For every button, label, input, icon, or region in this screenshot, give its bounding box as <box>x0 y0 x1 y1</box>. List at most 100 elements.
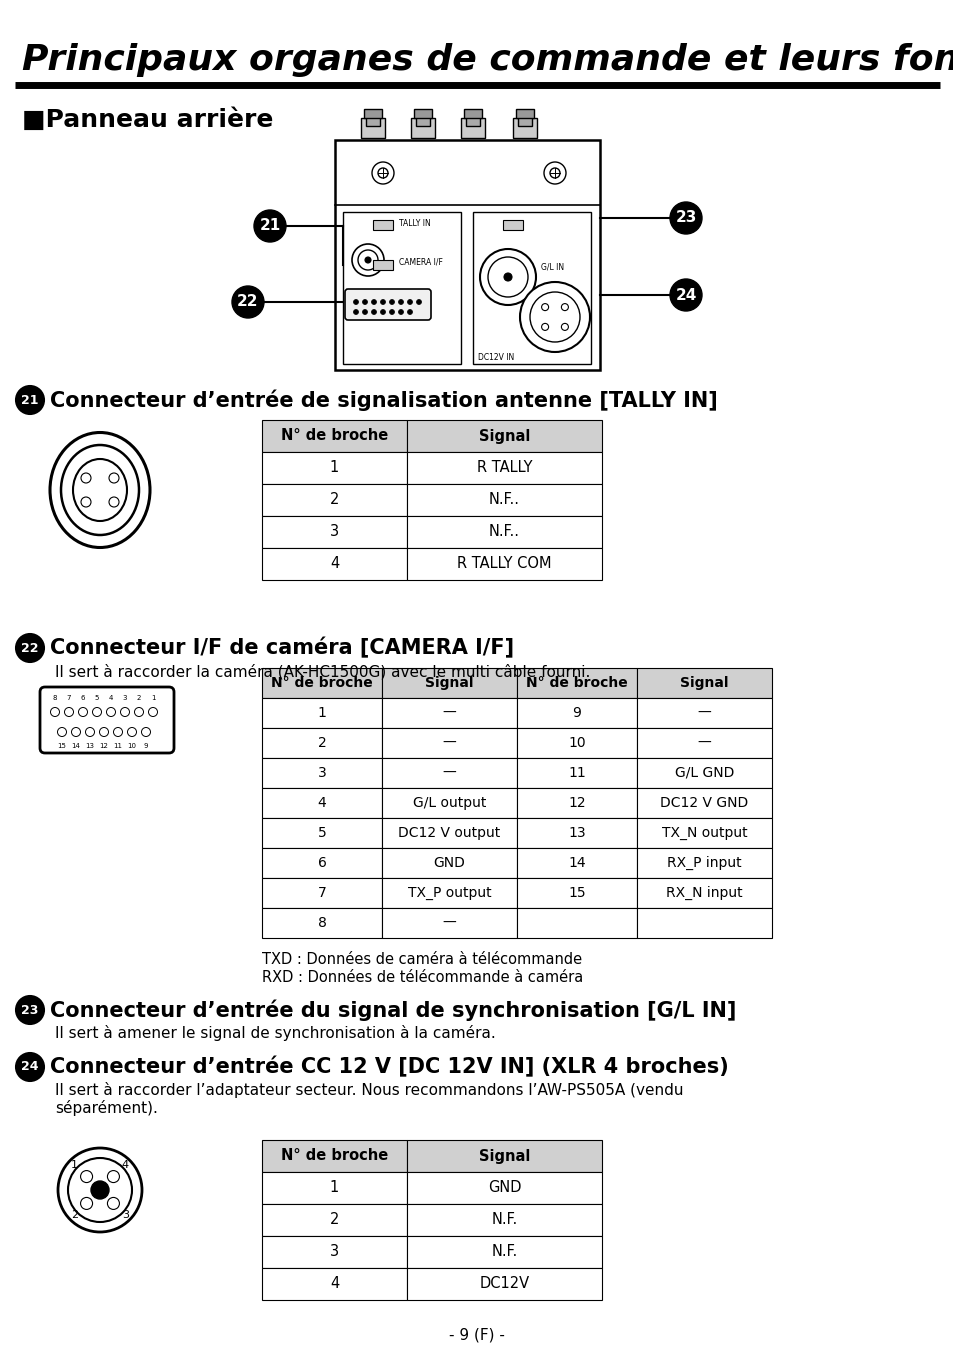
Circle shape <box>107 708 115 716</box>
Ellipse shape <box>50 432 150 547</box>
Text: 3: 3 <box>123 695 127 701</box>
Text: N° de broche: N° de broche <box>525 676 627 691</box>
Bar <box>517 818 637 848</box>
Text: 13: 13 <box>86 743 94 749</box>
Bar <box>407 548 601 580</box>
Text: Il sert à amener le signal de synchronisation à la caméra.: Il sert à amener le signal de synchronis… <box>55 1025 496 1041</box>
Text: TXD : Données de caméra à télécommande: TXD : Données de caméra à télécommande <box>262 952 581 968</box>
Bar <box>407 1236 601 1267</box>
Circle shape <box>51 708 59 716</box>
Circle shape <box>352 244 384 276</box>
Bar <box>262 452 407 483</box>
Bar <box>407 452 601 483</box>
Bar <box>262 1173 407 1204</box>
Bar <box>637 699 771 728</box>
Circle shape <box>91 1181 109 1200</box>
Bar <box>381 788 517 818</box>
Text: Signal: Signal <box>679 676 728 691</box>
Text: 4: 4 <box>330 556 338 571</box>
Bar <box>517 112 532 126</box>
Circle shape <box>81 497 91 506</box>
Bar <box>414 110 432 118</box>
Text: 2: 2 <box>330 1212 339 1228</box>
Text: —: — <box>697 737 711 750</box>
Circle shape <box>389 310 395 314</box>
Bar <box>262 668 381 699</box>
Text: séparément).: séparément). <box>55 1099 157 1116</box>
Circle shape <box>141 727 151 737</box>
Text: 15: 15 <box>57 743 67 749</box>
Bar <box>366 112 379 126</box>
Text: N° de broche: N° de broche <box>271 676 373 691</box>
Text: 6: 6 <box>317 856 326 871</box>
Bar <box>513 118 537 138</box>
Circle shape <box>99 727 109 737</box>
Bar <box>262 758 381 788</box>
Bar <box>381 909 517 938</box>
Text: 22: 22 <box>237 295 258 310</box>
Bar <box>262 483 407 516</box>
Bar <box>517 877 637 909</box>
Circle shape <box>380 310 385 314</box>
Circle shape <box>380 299 385 305</box>
Circle shape <box>128 727 136 737</box>
Bar <box>407 420 601 452</box>
Circle shape <box>560 324 568 330</box>
Text: RX_N input: RX_N input <box>665 886 742 900</box>
Circle shape <box>57 727 67 737</box>
Circle shape <box>530 292 579 343</box>
Text: TX_N output: TX_N output <box>661 826 746 839</box>
Bar <box>381 848 517 877</box>
Bar <box>517 728 637 758</box>
Circle shape <box>398 299 403 305</box>
Circle shape <box>560 303 568 310</box>
Circle shape <box>65 708 73 716</box>
Text: DC12V IN: DC12V IN <box>477 352 514 362</box>
Text: 9: 9 <box>572 705 580 720</box>
Text: N.F..: N.F.. <box>489 524 519 539</box>
Bar <box>407 1267 601 1300</box>
Text: Signal: Signal <box>478 428 530 444</box>
Text: 24: 24 <box>675 287 696 302</box>
Text: N° de broche: N° de broche <box>280 1148 388 1163</box>
Text: TX_P output: TX_P output <box>407 886 491 900</box>
Text: 4: 4 <box>330 1277 338 1292</box>
FancyBboxPatch shape <box>345 288 431 320</box>
Circle shape <box>16 634 44 662</box>
Bar <box>373 219 393 230</box>
Text: 12: 12 <box>99 743 109 749</box>
Text: 5: 5 <box>317 826 326 839</box>
Text: —: — <box>442 917 456 930</box>
Circle shape <box>365 257 371 263</box>
Bar <box>473 213 590 364</box>
Text: 4: 4 <box>122 1159 129 1170</box>
Circle shape <box>543 162 565 184</box>
Circle shape <box>398 310 403 314</box>
Circle shape <box>16 997 44 1024</box>
Text: N.F.: N.F. <box>491 1244 517 1259</box>
Circle shape <box>109 473 119 483</box>
Circle shape <box>58 1148 142 1232</box>
Bar <box>360 118 385 138</box>
Text: 8: 8 <box>317 917 326 930</box>
Text: RXD : Données de télécommande à caméra: RXD : Données de télécommande à caméra <box>262 971 582 986</box>
Text: 7: 7 <box>317 886 326 900</box>
Circle shape <box>81 473 91 483</box>
Circle shape <box>357 250 377 269</box>
Bar <box>262 1267 407 1300</box>
Circle shape <box>113 727 122 737</box>
Bar <box>637 818 771 848</box>
Circle shape <box>371 299 376 305</box>
Text: G/L IN: G/L IN <box>540 263 563 272</box>
Text: Principaux organes de commande et leurs fonctions: Principaux organes de commande et leurs … <box>22 43 953 77</box>
Bar <box>262 1236 407 1267</box>
Text: 13: 13 <box>568 826 585 839</box>
Text: 3: 3 <box>330 1244 338 1259</box>
Text: 3: 3 <box>330 524 338 539</box>
Bar <box>381 699 517 728</box>
Circle shape <box>416 299 421 305</box>
Text: 9: 9 <box>144 743 148 749</box>
Bar <box>407 483 601 516</box>
Text: DC12 V GND: DC12 V GND <box>659 796 748 810</box>
Bar <box>262 909 381 938</box>
